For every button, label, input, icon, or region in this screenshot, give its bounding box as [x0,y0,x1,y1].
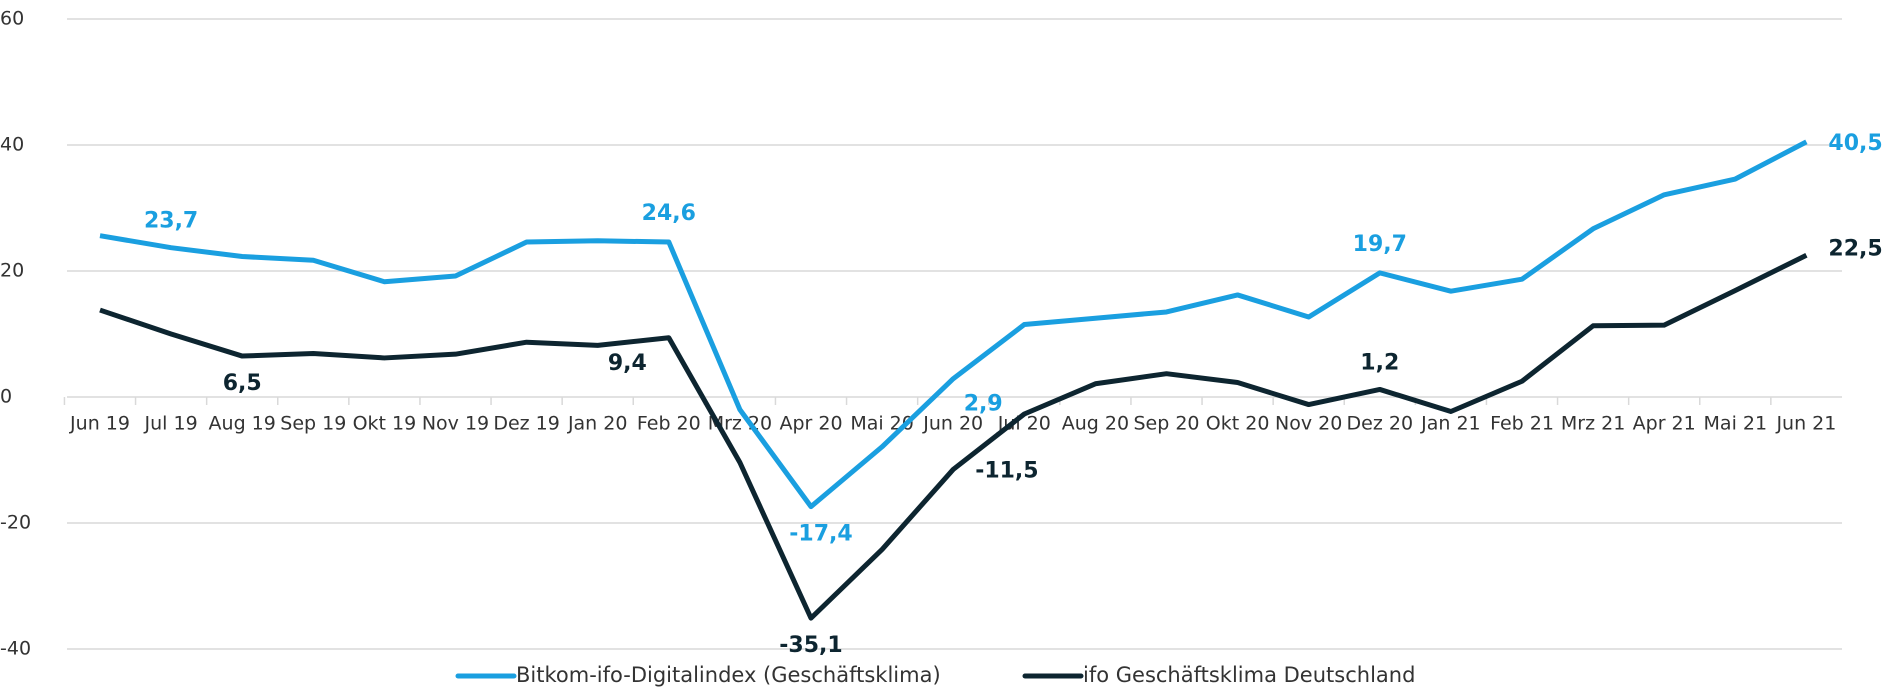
data-label: 40,5 [1828,131,1882,156]
x-tick-label: Jul 19 [144,413,198,435]
y-tick-label: 0 [0,386,12,408]
series-line [99,253,1808,621]
series-line [99,139,1808,510]
data-label: -35,1 [779,633,842,658]
data-label: 19,7 [1353,232,1407,257]
x-tick-label: Apr 21 [1633,413,1696,435]
legend-label: Bitkom-ifo-Digitalindex (Geschäftsklima) [516,663,941,687]
data-label: 2,9 [964,392,1003,417]
x-tick-label: Jun 19 [69,413,130,435]
y-tick-label: 40 [0,134,24,156]
x-tick-label: Jun 20 [922,413,983,435]
x-tick-label: Jan 20 [567,413,628,435]
x-tick-label: Nov 19 [422,413,489,435]
data-label: -11,5 [975,458,1038,483]
x-tick-label: Mai 21 [1704,413,1768,435]
x-tick-label: Feb 20 [637,413,701,435]
x-tick-label: Feb 21 [1490,413,1554,435]
x-tick-label: Sep 20 [1133,413,1199,435]
y-tick-label: 20 [0,260,24,282]
x-tick-label: Dez 20 [1347,413,1414,435]
x-tick-label: Jul 20 [997,413,1051,435]
x-tick-label: Jan 21 [1420,413,1481,435]
x-tick-label: Mrz 21 [1561,413,1625,435]
y-tick-label: -40 [0,638,31,660]
data-label: 9,4 [608,351,647,376]
x-tick-label: Sep 19 [280,413,346,435]
data-label: -17,4 [789,522,852,547]
y-tick-label: 60 [0,8,24,30]
data-label: 6,5 [223,371,262,396]
data-label: 22,5 [1828,236,1882,261]
legend-label: ifo Geschäftsklima Deutschland [1083,663,1415,687]
data-label: 24,6 [642,201,696,226]
x-tick-label: Okt 20 [1206,413,1270,435]
x-tick-label: Nov 20 [1275,413,1342,435]
x-tick-label: Okt 19 [353,413,417,435]
x-tick-label: Apr 20 [779,413,842,435]
x-tick-label: Aug 19 [209,413,276,435]
x-tick-label: Dez 19 [493,413,560,435]
y-tick-label: -20 [0,512,31,534]
data-label: 23,7 [144,209,198,234]
x-tick-label: Aug 20 [1062,413,1129,435]
x-tick-label: Jun 21 [1775,413,1836,435]
data-label: 1,2 [1360,350,1399,375]
